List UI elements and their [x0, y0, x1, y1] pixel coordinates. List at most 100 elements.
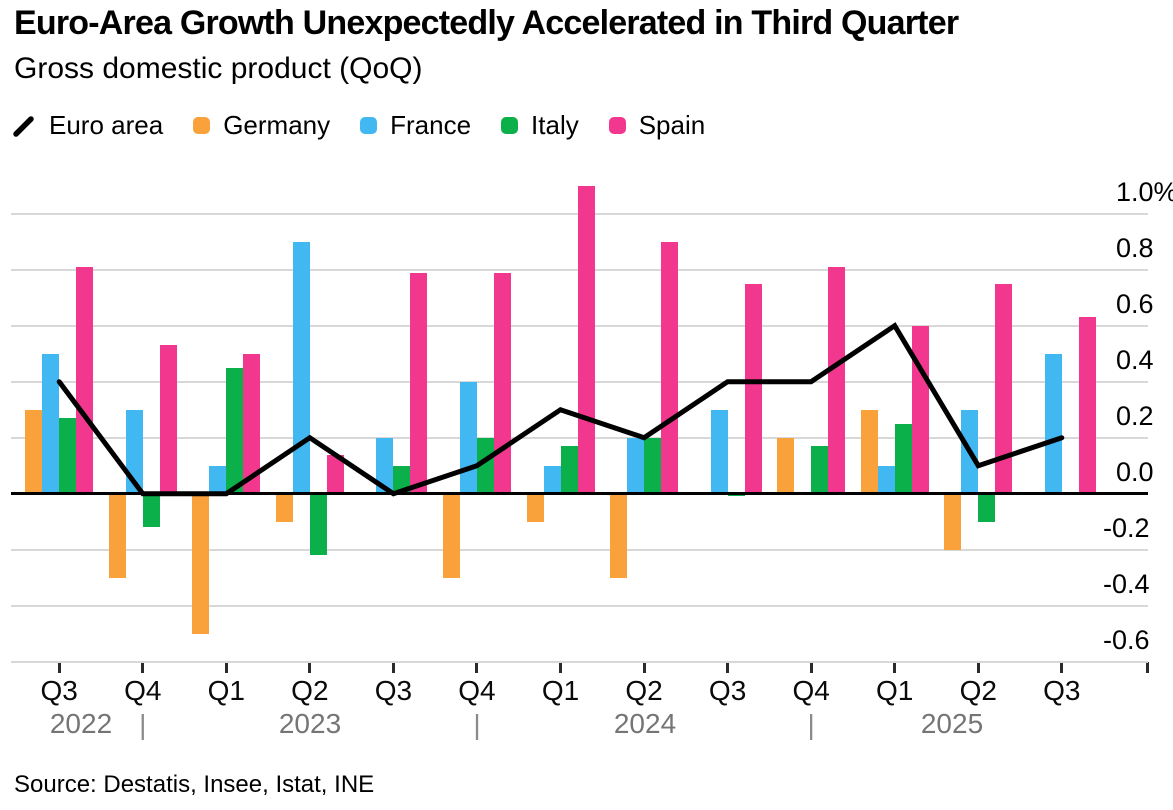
bar-spain-q3-2022 [76, 266, 94, 494]
x-axis-end-tick [1145, 662, 1149, 673]
chart-subtitle: Gross domestic product (QoQ) [14, 52, 423, 85]
gridline--0.2 [11, 548, 1148, 551]
source-note: Source: Destatis, Insee, Istat, INE [14, 771, 375, 798]
year-label-2025: 2025 [920, 708, 984, 739]
bar-france-q1-2024 [543, 465, 561, 494]
bar-italy-q1-2023 [226, 367, 244, 494]
bar-italy-q2-2024 [644, 437, 662, 494]
y-axis-label--0.2: -0.2 [1103, 512, 1150, 543]
y-axis-label-0.2: 0.2 [1116, 400, 1154, 431]
bar-spain-q4-2022 [159, 345, 177, 494]
x-axis-tick-q2-2023 [308, 662, 312, 673]
x-axis-tick-q2-2024 [642, 662, 646, 673]
year-separator-2: | [473, 709, 481, 740]
x-axis-label-q3-2023: Q3 [374, 675, 413, 706]
x-axis-tick-q3-2025 [1060, 662, 1064, 673]
y-axis-label-0.0: 0.0 [1116, 456, 1154, 487]
x-axis-tick-q3-2024 [726, 662, 730, 673]
bar-italy-q1-2024 [560, 446, 578, 494]
bar-germany-q4-2022 [108, 493, 126, 578]
bar-spain-q4-2024 [828, 266, 846, 494]
bar-france-q3-2022 [42, 353, 60, 494]
legend-label-euro-area: Euro area [49, 110, 164, 140]
legend-label-germany: Germany [223, 110, 331, 140]
spain-swatch-icon [608, 117, 626, 134]
italy-swatch-icon [501, 117, 519, 134]
x-axis-label-q2-2024: Q2 [625, 675, 663, 706]
y-axis-label-0.8: 0.8 [1116, 232, 1154, 263]
year-label-2022: 2022 [49, 708, 113, 739]
x-axis-tick-q1-2024 [559, 662, 562, 673]
x-axis-label-q4-2023: Q4 [458, 675, 496, 706]
gridline--0.4 [11, 604, 1148, 607]
bar-france-q2-2025 [961, 409, 979, 494]
legend-item-italy: Italy [501, 110, 579, 141]
y-axis-label-0.6: 0.6 [1116, 288, 1154, 319]
y-axis-label-0.4: 0.4 [1116, 344, 1154, 375]
legend-item-euro-area: Euro area [12, 110, 163, 141]
bar-germany-q1-2023 [192, 493, 210, 634]
y-axis-label--0.6: -0.6 [1103, 624, 1150, 655]
bar-spain-q4-2023 [493, 272, 511, 494]
bar-spain-q1-2024 [577, 185, 595, 494]
bar-italy-q2-2023 [309, 493, 327, 556]
bar-germany-q2-2023 [275, 493, 293, 522]
year-label-2024: 2024 [613, 708, 677, 739]
legend-label-france: France [390, 110, 472, 140]
france-swatch-icon [360, 117, 378, 134]
bar-spain-q1-2025 [911, 325, 929, 494]
x-axis-label-q3-2022: Q3 [40, 675, 78, 706]
bar-italy-q4-2023 [476, 437, 494, 494]
bar-spain-q3-2025 [1078, 317, 1096, 494]
x-axis-tick-q2-2025 [976, 662, 980, 673]
x-axis-zero-line [11, 492, 1148, 496]
x-axis-label-q3-2024: Q3 [708, 675, 747, 706]
bar-france-q4-2022 [125, 409, 143, 494]
x-axis-label-q2-2023: Q2 [291, 675, 329, 706]
bar-germany-q4-2024 [777, 437, 795, 494]
year-separator-3: | [807, 709, 815, 740]
page-title: Euro-Area Growth Unexpectedly Accelerate… [14, 4, 959, 42]
bar-france-q2-2023 [292, 241, 310, 494]
euro-area-line-glyph [13, 115, 34, 137]
bar-france-q1-2025 [877, 465, 895, 494]
bar-france-q4-2023 [459, 381, 477, 494]
germany-swatch-icon [193, 117, 211, 134]
bar-italy-q1-2025 [894, 423, 912, 494]
bar-germany-q4-2023 [442, 493, 460, 578]
bar-spain-q1-2023 [243, 353, 261, 494]
x-axis-label-q1-2025: Q1 [876, 675, 914, 706]
bar-france-q3-2025 [1044, 353, 1062, 494]
legend-label-spain: Spain [638, 110, 706, 140]
bar-spain-q2-2023 [326, 454, 344, 494]
x-axis-label-q4-2024: Q4 [792, 675, 830, 706]
x-axis-label-q1-2024: Q1 [541, 675, 580, 706]
x-axis-tick-q4-2024 [809, 662, 813, 673]
x-axis-label-q3-2025: Q3 [1043, 675, 1081, 706]
x-axis-label-q2-2025: Q2 [959, 675, 997, 706]
legend: Euro area Germany France Italy Spain [12, 110, 705, 141]
x-axis-tick-q1-2025 [893, 662, 897, 673]
x-axis-label-q1-2023: Q1 [207, 675, 245, 706]
y-axis-label-1.0: 1.0% [1116, 176, 1173, 207]
bar-france-q3-2023 [376, 437, 394, 494]
bar-germany-q2-2025 [944, 493, 962, 550]
bar-germany-q1-2024 [526, 493, 544, 522]
gridline--0.6 [11, 660, 1148, 663]
bar-spain-q2-2024 [661, 241, 679, 494]
bar-germany-q1-2025 [860, 409, 878, 494]
x-axis-tick-q3-2022 [57, 662, 61, 673]
bar-spain-q3-2023 [410, 272, 428, 494]
bar-france-q1-2023 [209, 465, 227, 494]
legend-item-france: France [360, 110, 471, 141]
legend-label-italy: Italy [531, 110, 579, 140]
bar-germany-q2-2024 [610, 493, 628, 578]
year-label-2023: 2023 [278, 708, 342, 739]
bar-spain-q2-2025 [995, 283, 1013, 494]
bar-italy-q2-2025 [978, 493, 996, 522]
bar-italy-q3-2023 [393, 465, 411, 494]
year-separator-1: | [139, 709, 147, 740]
bar-germany-q3-2022 [25, 409, 43, 494]
